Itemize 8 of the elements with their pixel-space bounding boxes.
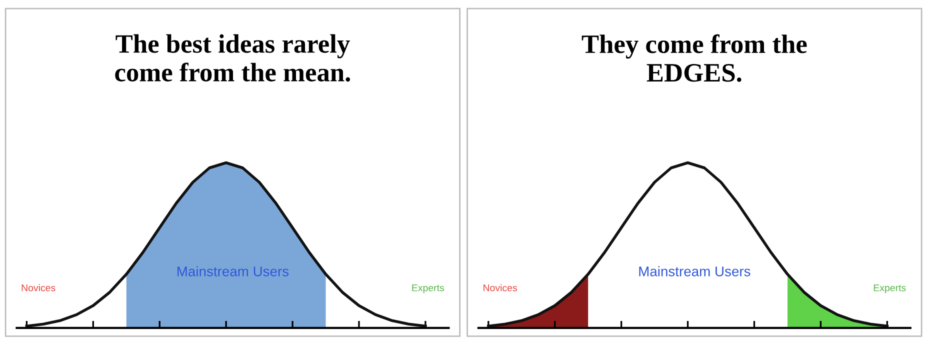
annotation: Experts: [412, 284, 444, 294]
annotation: Mainstream Users: [178, 266, 289, 276]
annotation: Mainstream Users: [639, 266, 750, 276]
annotation: Novices: [484, 284, 517, 292]
annotation: Novices: [22, 284, 56, 292]
chart-title: The best ideas rarely come from the mean.: [115, 34, 350, 82]
chart-title: They come from the EDGES.: [582, 34, 807, 82]
annotation: Experts: [874, 284, 906, 294]
